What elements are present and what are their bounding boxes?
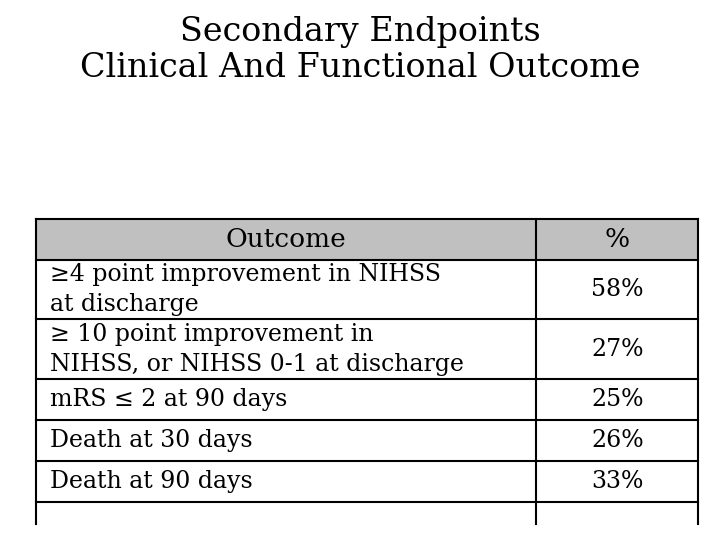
Text: at discharge: at discharge: [50, 293, 199, 316]
Text: 33%: 33%: [591, 470, 644, 494]
Text: 26%: 26%: [591, 429, 644, 452]
Text: Outcome: Outcome: [226, 227, 346, 252]
Text: 25%: 25%: [591, 388, 644, 411]
Bar: [36, 219, 698, 260]
Text: %: %: [605, 227, 630, 252]
Text: Secondary Endpoints
Clinical And Functional Outcome: Secondary Endpoints Clinical And Functio…: [80, 16, 640, 84]
Text: mRS ≤ 2 at 90 days: mRS ≤ 2 at 90 days: [50, 388, 288, 411]
Text: ≥ 10 point improvement in: ≥ 10 point improvement in: [50, 322, 374, 346]
Text: NIHSS, or NIHSS 0-1 at discharge: NIHSS, or NIHSS 0-1 at discharge: [50, 353, 464, 376]
Text: Death at 90 days: Death at 90 days: [50, 470, 253, 494]
Text: 58%: 58%: [591, 278, 644, 301]
Text: ≥4 point improvement in NIHSS: ≥4 point improvement in NIHSS: [50, 263, 441, 286]
Text: Death at 30 days: Death at 30 days: [50, 429, 253, 452]
Text: 27%: 27%: [591, 338, 644, 361]
